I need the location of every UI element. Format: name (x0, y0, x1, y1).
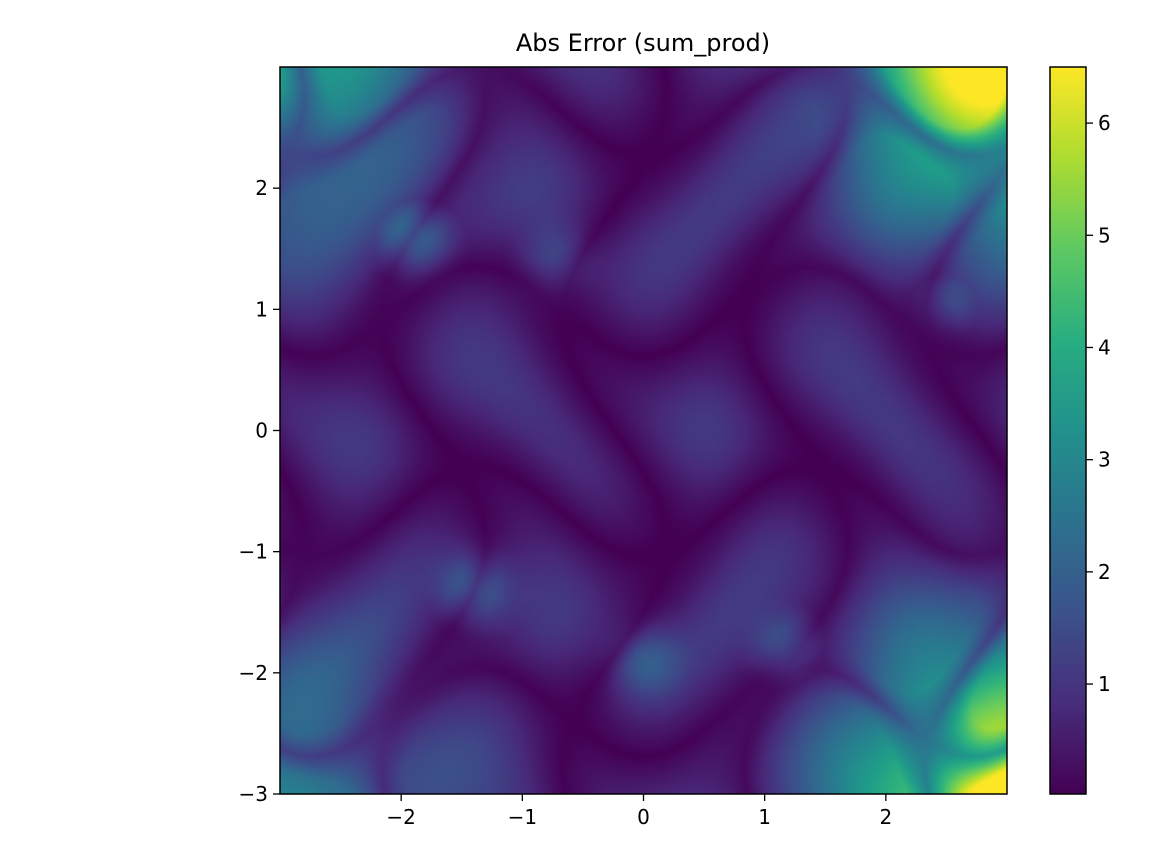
x-axis: −2 −1 0 1 2 (386, 794, 892, 829)
colorbar-tick-label: 2 (1098, 560, 1111, 584)
colorbar-tick-label: 3 (1098, 448, 1111, 472)
x-tick-label: 0 (637, 805, 650, 829)
x-tick-label: −1 (508, 805, 537, 829)
y-tick-label: −3 (239, 782, 268, 806)
y-tick-label: 1 (255, 297, 268, 321)
colorbar-gradient (1049, 66, 1087, 795)
y-tick-label: −1 (239, 540, 268, 564)
colorbar: 1 2 3 4 5 6 (1049, 66, 1111, 795)
y-tick-label: −2 (239, 661, 268, 685)
heatmap-image (280, 67, 1007, 794)
x-tick-label: 2 (879, 805, 892, 829)
y-axis: −3 −2 −1 0 1 2 (239, 176, 280, 806)
colorbar-ticks: 1 2 3 4 5 6 (1086, 111, 1111, 696)
heatmap-plot-area (279, 66, 1008, 795)
x-tick-label: −2 (386, 805, 415, 829)
chart-title: Abs Error (sum_prod) (516, 29, 770, 57)
x-tick-label: 1 (758, 805, 771, 829)
y-tick-label: 2 (255, 176, 268, 200)
colorbar-tick-label: 6 (1098, 111, 1111, 135)
colorbar-tick-label: 5 (1098, 223, 1111, 247)
colorbar-tick-label: 4 (1098, 335, 1111, 359)
y-tick-label: 0 (255, 419, 268, 443)
colorbar-tick-label: 1 (1098, 672, 1111, 696)
